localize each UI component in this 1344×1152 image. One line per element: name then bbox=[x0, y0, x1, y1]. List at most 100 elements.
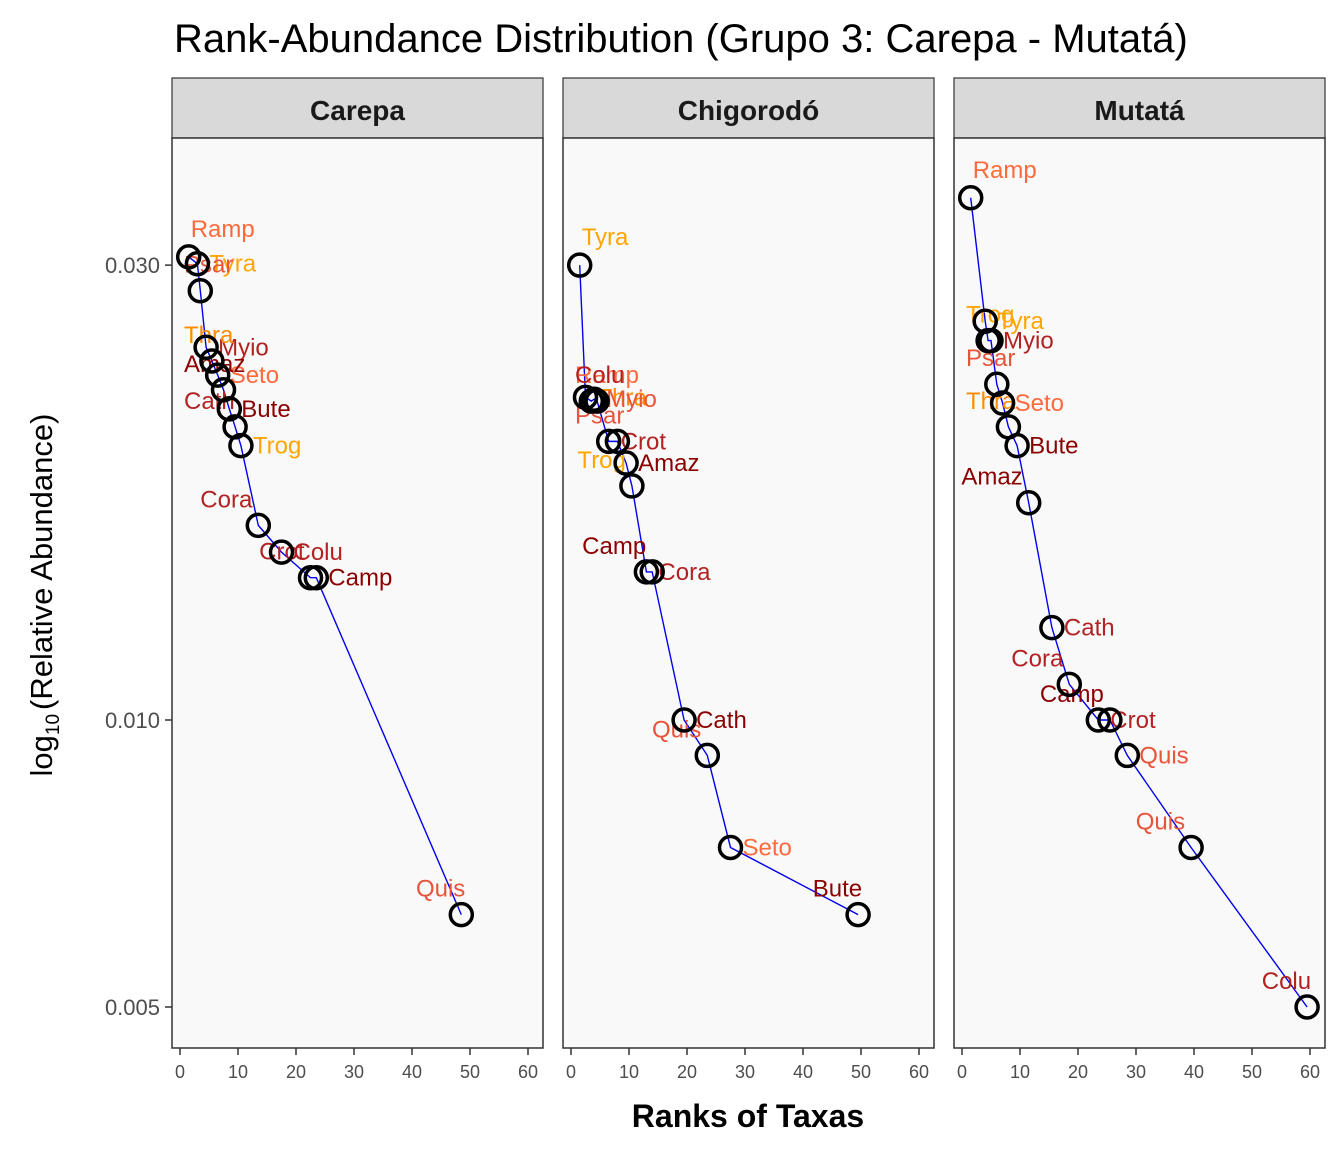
x-tick-label: 40 bbox=[1184, 1062, 1204, 1082]
x-tick-label: 60 bbox=[1300, 1062, 1320, 1082]
point-label: Cora bbox=[200, 486, 253, 513]
x-tick-label: 40 bbox=[793, 1062, 813, 1082]
point-label: Seto bbox=[1015, 390, 1064, 417]
point-label: Quis bbox=[1136, 808, 1185, 835]
point-label: Quis bbox=[416, 876, 465, 903]
point-label: Trog bbox=[253, 433, 301, 460]
data-point bbox=[845, 901, 871, 928]
facet-strip-label: Mutatá bbox=[1094, 95, 1185, 126]
data-point bbox=[448, 901, 475, 928]
data-point bbox=[199, 348, 225, 374]
x-tick-label: 60 bbox=[909, 1062, 929, 1082]
y-axis-title-text: (Relative Abundance) bbox=[24, 414, 59, 710]
point-label: Ramp bbox=[191, 216, 255, 243]
point-label: Tyra bbox=[582, 224, 629, 251]
x-tick-label: 0 bbox=[566, 1062, 576, 1082]
point-label: Myio bbox=[218, 334, 269, 361]
panel-background bbox=[953, 137, 1326, 1049]
x-tick-label: 20 bbox=[1068, 1062, 1088, 1082]
x-tick-label: 20 bbox=[677, 1062, 697, 1082]
point-label: Myio bbox=[1003, 328, 1054, 355]
data-point bbox=[216, 396, 243, 422]
y-axis: 0.005 0.010 0.030 bbox=[105, 253, 172, 1020]
data-point bbox=[245, 512, 272, 539]
data-point bbox=[671, 707, 697, 733]
y-tick-label: 0.005 bbox=[105, 995, 160, 1020]
data-point bbox=[268, 539, 295, 565]
data-point bbox=[1114, 742, 1141, 769]
facet-strip bbox=[562, 77, 935, 139]
point-label: Camp bbox=[582, 533, 646, 560]
data-point bbox=[584, 388, 610, 414]
data-point bbox=[187, 277, 214, 304]
data-point bbox=[989, 390, 1016, 416]
point-label: Cora bbox=[1011, 645, 1064, 672]
data-point bbox=[1294, 994, 1320, 1020]
panel-background bbox=[171, 137, 544, 1049]
x-axis-title: Ranks of Taxas bbox=[632, 1098, 864, 1134]
chart-title: Rank-Abundance Distribution (Grupo 3: Ca… bbox=[174, 17, 1188, 61]
y-tick-label: 0.030 bbox=[105, 253, 160, 278]
data-point bbox=[1004, 432, 1030, 459]
data-point bbox=[193, 334, 219, 361]
x-tick-label: 0 bbox=[175, 1062, 185, 1082]
y-tick-label: 0.010 bbox=[105, 708, 160, 733]
x-tick-label: 50 bbox=[1242, 1062, 1262, 1082]
data-point bbox=[184, 250, 211, 277]
x-tick-label: 50 bbox=[851, 1062, 871, 1082]
data-point bbox=[1097, 707, 1123, 733]
x-tick-label: 10 bbox=[619, 1062, 639, 1082]
y-axis-title: log10 (Relative Abundance) bbox=[24, 414, 64, 777]
data-point bbox=[978, 327, 1004, 354]
point-label: Bute bbox=[1029, 433, 1078, 460]
data-point bbox=[228, 432, 254, 459]
series-line bbox=[970, 197, 1308, 1008]
facet-strip bbox=[953, 77, 1326, 139]
x-tick-label: 20 bbox=[286, 1062, 306, 1082]
point-label: Colu bbox=[294, 539, 343, 566]
point-label: Psar bbox=[966, 345, 1015, 372]
facet-strip bbox=[171, 77, 544, 139]
data-point bbox=[957, 185, 984, 211]
data-point bbox=[595, 428, 622, 455]
x-tick-label: 40 bbox=[402, 1062, 422, 1082]
data-point bbox=[303, 564, 330, 591]
x-tick-label: 30 bbox=[344, 1062, 364, 1082]
point-label: Cora bbox=[658, 559, 711, 586]
data-point bbox=[1178, 834, 1204, 861]
point-label: Quis bbox=[1139, 742, 1188, 769]
point-label: Crot bbox=[259, 539, 305, 566]
data-point bbox=[1085, 707, 1112, 733]
data-point bbox=[1056, 671, 1083, 698]
y-axis-title-subscript: 10 bbox=[43, 714, 64, 735]
data-point bbox=[639, 559, 665, 585]
data-point bbox=[613, 450, 639, 476]
point-label: Colu bbox=[575, 362, 624, 389]
x-tick-label: 60 bbox=[518, 1062, 538, 1082]
point-label: Amaz bbox=[638, 450, 699, 477]
svg-text:log10(Relative Abundance): log10 (Relative Abundance) bbox=[24, 414, 64, 777]
data-point bbox=[694, 742, 721, 769]
point-label: Tyra bbox=[997, 308, 1044, 335]
x-tick-label: 30 bbox=[735, 1062, 755, 1082]
point-label: Seto bbox=[743, 834, 792, 861]
data-point bbox=[717, 834, 744, 861]
point-label: Bute bbox=[813, 876, 862, 903]
point-label: Cath bbox=[696, 707, 747, 734]
data-point bbox=[604, 428, 631, 455]
panel-background bbox=[562, 137, 935, 1049]
point-label: Bute bbox=[241, 396, 290, 423]
data-point bbox=[204, 362, 231, 388]
x-tick-label: 0 bbox=[957, 1062, 967, 1082]
x-tick-label: 50 bbox=[460, 1062, 480, 1082]
data-point bbox=[1039, 614, 1065, 641]
data-point bbox=[1015, 489, 1042, 516]
point-label: Tyra bbox=[209, 251, 256, 278]
series-line bbox=[188, 256, 462, 915]
point-label: Colu bbox=[1262, 968, 1311, 995]
series-line bbox=[579, 265, 859, 916]
